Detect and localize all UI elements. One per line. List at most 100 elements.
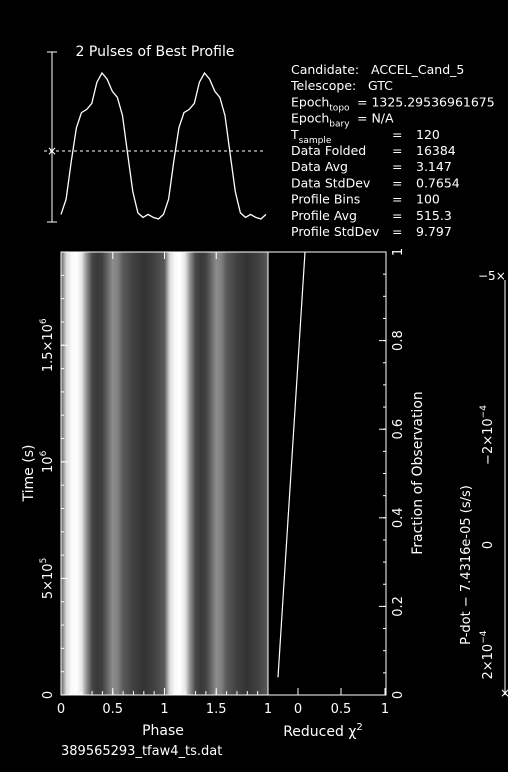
info-equals: =	[392, 192, 402, 207]
info-label: Data Avg	[291, 159, 348, 174]
chi-axis-label-main: Reduced χ	[283, 724, 356, 740]
pdot-marker: ×	[500, 686, 508, 700]
info-label-text: Data StdDev	[291, 175, 371, 190]
chi-tick-label: 1	[264, 702, 272, 717]
info-label-text: Epoch	[291, 94, 329, 109]
phase-tick-label: 0	[57, 702, 65, 717]
pdot-axis-label: P-dot − 7.4316e-05 (s/s)	[459, 485, 474, 645]
profile-panel: 2 Pulses of Best Profile ×	[44, 44, 267, 223]
fraction-axis-label: Fraction of Observation	[410, 391, 426, 555]
candidate-info: Candidate: ACCEL_Cand_5 Telescope: GTC Epoch…	[290, 62, 495, 239]
fraction-tick-label: 0.6	[391, 419, 406, 440]
info-value: 515.3	[416, 208, 452, 223]
info-label-text: Profile StdDev	[291, 224, 380, 239]
chi-tick-label: 0.5	[331, 702, 352, 717]
info-equals: =	[392, 175, 402, 190]
time-tick-mantissa: 10	[41, 456, 56, 473]
info-value: = N/A	[357, 111, 394, 126]
time-tick-label: 1.5×106	[39, 318, 56, 372]
fraction-axis-ticks: 0 0.2 0.4 0.6 0.8 1	[379, 248, 406, 699]
info-label: Candidate:	[291, 62, 359, 77]
fraction-tick-label: 0.8	[391, 330, 406, 351]
info-label: Profile StdDev	[291, 224, 380, 239]
info-label-text: Profile Bins	[291, 192, 360, 207]
time-tick-mantissa: 5×10	[41, 563, 56, 599]
time-tick-exp: 6	[39, 318, 49, 324]
info-label: Epochtopo	[291, 94, 350, 113]
info-label-sub: bary	[329, 120, 350, 130]
profile-curve	[60, 71, 267, 220]
info-label-text: Epoch	[291, 111, 329, 126]
phase-tick-label: 1.5	[206, 702, 227, 717]
info-equals: =	[392, 208, 402, 223]
pdot-tick-mantissa: 0	[481, 541, 496, 549]
time-tick-exp: 6	[39, 450, 49, 456]
phase-time-heatmap	[61, 252, 268, 695]
fraction-tick-label: 0.2	[391, 596, 406, 617]
pdot-tick-exp: −4	[479, 405, 489, 419]
pdot-panel: −5× −2×10−402×10−4× P-dot − 7.4316e-05 (…	[459, 269, 508, 700]
info-label-sub: sample	[299, 136, 332, 146]
time-tick-label: 5×105	[39, 558, 56, 599]
info-value: 9.797	[416, 224, 452, 239]
pdot-axis-ticks: −2×10−402×10−4×	[479, 405, 508, 700]
time-axis-label: Time (s)	[21, 445, 37, 503]
info-value: 100	[416, 192, 440, 207]
chi-axis-label-sup: 2	[356, 722, 362, 733]
info-label: Telescope:	[290, 78, 356, 93]
pdot-tick-mantissa: −2×10	[481, 418, 496, 465]
info-value: ACCEL_Cand_5	[371, 62, 464, 77]
chi-tick-label: 1	[381, 702, 389, 717]
phase-tick-label: 0.5	[102, 702, 123, 717]
info-label: Epochbary	[291, 111, 350, 130]
pdot-tick-label: −2×10−4	[479, 405, 496, 465]
info-value: 16384	[416, 143, 456, 158]
footer-filename: 389565293_tfaw4_ts.dat	[61, 744, 222, 759]
pdot-tick-exp: −4	[479, 630, 489, 644]
info-equals: =	[392, 224, 402, 239]
profile-title: 2 Pulses of Best Profile	[76, 44, 235, 60]
phase-axis-ticks: 0 0.5 1 1.5	[57, 252, 269, 717]
fraction-tick-label: 1	[391, 248, 406, 256]
info-label: Data StdDev	[291, 175, 371, 190]
info-value: = 1325.29536961675	[357, 94, 495, 109]
chi-frame	[267, 251, 387, 696]
time-tick-mantissa: 0	[41, 691, 56, 699]
info-label-text: Data Avg	[291, 159, 348, 174]
pdot-top-label: −5×	[478, 269, 506, 283]
info-equals: =	[392, 159, 402, 174]
info-label-text: Telescope:	[290, 78, 356, 93]
chi-tick-label: 0	[294, 702, 302, 717]
info-label: Tsample	[290, 127, 332, 146]
info-value: 120	[416, 127, 440, 142]
fraction-tick-label: 0.4	[391, 507, 406, 528]
reduced-chi-panel: 1 0 0.5 1 Reduced χ2 00.20.40.60.81 Fractio…	[264, 248, 426, 740]
pdot-tick-mantissa: 2×10	[481, 644, 496, 680]
info-label-text: Candidate:	[291, 62, 359, 77]
time-tick-mantissa: 1.5×10	[41, 324, 56, 372]
time-tick-label: 0	[41, 691, 56, 699]
fraction-tick-label: 0	[391, 691, 406, 699]
info-equals: =	[392, 143, 402, 158]
info-label-text: T	[290, 127, 299, 142]
chi-line	[277, 251, 306, 678]
pdot-tick-label: 2×10−4	[479, 630, 496, 679]
time-tick-label: 106	[39, 450, 56, 473]
chi-axis-ticks: 1 0 0.5 1	[264, 688, 389, 717]
chi-axis-label: Reduced χ2	[283, 722, 363, 740]
info-label-text: Data Folded	[291, 143, 366, 158]
info-value: GTC	[368, 78, 393, 93]
info-label: Data Folded	[291, 143, 366, 158]
info-label: Profile Avg	[291, 208, 357, 223]
phase-tick-label: 1	[160, 702, 168, 717]
info-label-sub: topo	[329, 103, 350, 113]
info-label-text: Profile Avg	[291, 208, 357, 223]
pdot-tick-label: 0	[481, 541, 496, 549]
phase-axis-label: Phase	[142, 723, 184, 739]
info-value: 3.147	[416, 159, 452, 174]
info-label: Profile Bins	[291, 192, 360, 207]
info-equals: =	[392, 127, 402, 142]
